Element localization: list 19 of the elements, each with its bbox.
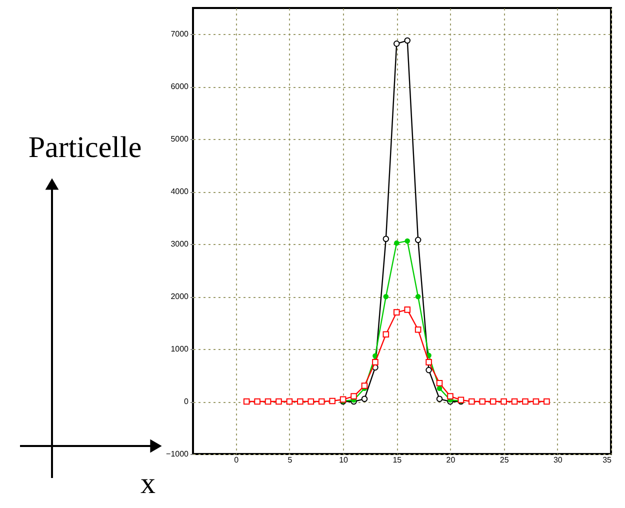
y-tick-label: 5000 [170, 134, 190, 144]
y-tick-label: 7000 [170, 30, 190, 39]
y-tick-label: −1000 [166, 450, 190, 458]
y-tick-label: 6000 [170, 82, 190, 92]
text: Particelle [28, 131, 142, 164]
y-tick-label: 0 [184, 397, 190, 406]
x-tick-label: 35 [602, 456, 612, 464]
x-tick-label: 25 [500, 456, 510, 464]
y-tick-label: 1000 [170, 344, 190, 354]
x-tick-label: 15 [392, 456, 402, 464]
x-tick-label: 0 [234, 456, 240, 464]
y-tick-label: 2000 [170, 292, 190, 302]
y-tick-label: 3000 [170, 240, 190, 249]
x-tick-label: 30 [553, 456, 563, 464]
x-tick-label: 10 [339, 456, 349, 464]
y-tick-label: 4000 [170, 187, 190, 196]
x-tick-label: 5 [288, 456, 293, 464]
x-tick-label: 20 [446, 456, 456, 464]
text: x [140, 467, 156, 500]
